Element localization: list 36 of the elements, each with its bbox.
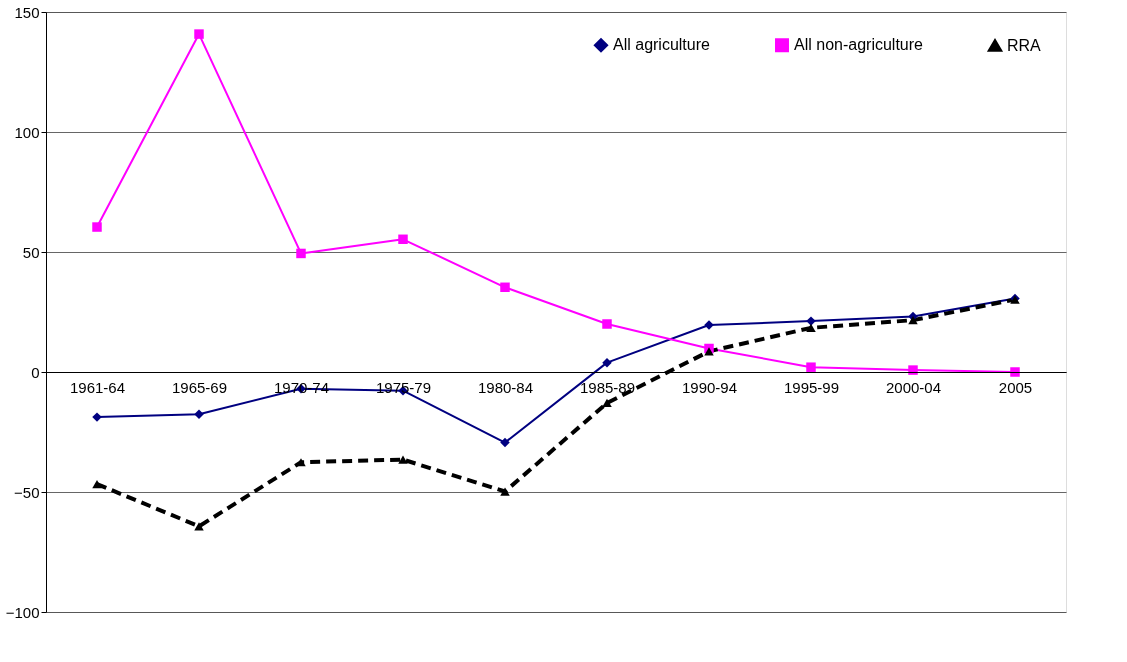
x-tick-label: 1965-69 <box>171 378 228 396</box>
point <box>602 357 612 368</box>
y-tick-label: −50 <box>14 483 40 501</box>
legend-label: All non-agriculture <box>794 36 924 54</box>
legend-label: All agriculture <box>613 36 711 54</box>
y-tick-label: 100 <box>14 123 40 141</box>
y-tick-label: 50 <box>22 243 40 261</box>
point <box>908 365 918 375</box>
point <box>908 316 918 325</box>
point <box>296 248 306 259</box>
y-tick-label: −100 <box>5 603 40 621</box>
point <box>398 234 408 245</box>
x-tick-label: 1961-64 <box>69 378 126 396</box>
point <box>92 479 102 489</box>
point <box>602 398 612 408</box>
x-tick-label: 2005 <box>998 378 1033 396</box>
point <box>500 282 510 293</box>
point <box>398 455 408 464</box>
x-tick-label: 1990-94 <box>681 378 738 396</box>
point <box>296 458 306 467</box>
legend-label: RRA <box>1007 36 1042 54</box>
y-tick-label: 0 <box>31 363 40 381</box>
x-tick-label: 1980-84 <box>477 378 534 396</box>
point <box>92 222 102 232</box>
x-tick-label: 1995-99 <box>783 378 840 396</box>
x-tick-label: 2000-04 <box>885 378 942 396</box>
point <box>194 29 204 39</box>
x-tick-label: 1975-79 <box>375 378 432 396</box>
point <box>500 487 510 496</box>
point <box>806 323 816 332</box>
point <box>806 362 816 372</box>
x-tick-label: 1985-89 <box>579 378 636 396</box>
point <box>1010 367 1020 377</box>
point <box>602 319 612 329</box>
point <box>500 437 510 448</box>
y-tick-label: 150 <box>14 3 40 21</box>
